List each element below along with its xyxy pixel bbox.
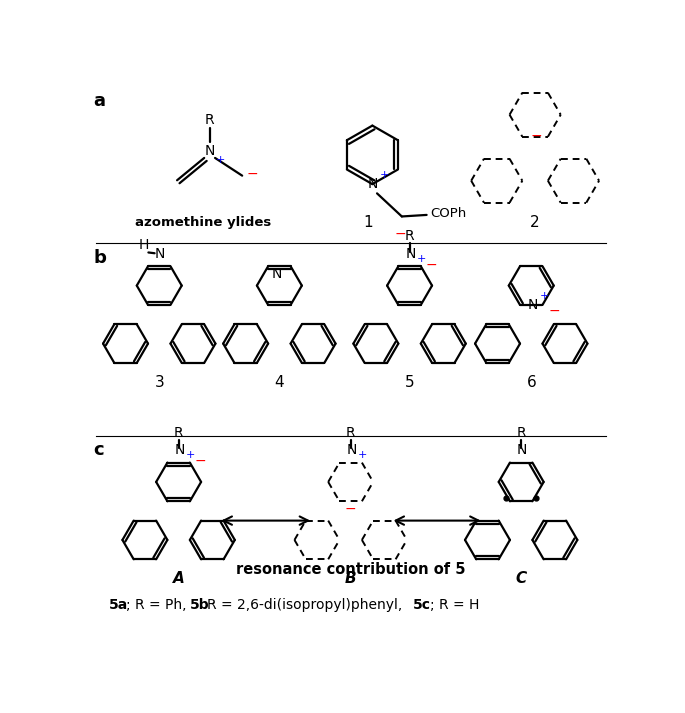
Text: −: − [345, 502, 356, 516]
Text: 4: 4 [275, 375, 284, 390]
Text: ; R = H: ; R = H [429, 598, 479, 612]
Text: 3: 3 [154, 375, 164, 390]
Text: +: + [416, 254, 426, 264]
Text: a: a [93, 92, 105, 110]
Text: N: N [346, 443, 357, 457]
Text: 5b: 5b [190, 598, 210, 612]
Text: −: − [247, 167, 258, 181]
Text: −: − [195, 454, 206, 468]
Text: +: + [358, 450, 367, 460]
Text: −: − [395, 227, 406, 240]
Text: R: R [346, 426, 356, 440]
Text: R: R [405, 230, 414, 243]
Text: N: N [204, 144, 215, 158]
Text: N: N [405, 247, 416, 261]
Text: B: B [345, 571, 356, 586]
Text: resonance contribution of 5: resonance contribution of 5 [236, 562, 466, 577]
Text: 5c: 5c [412, 598, 431, 612]
Text: A: A [173, 571, 184, 586]
Text: 1: 1 [364, 215, 373, 230]
Text: +: + [186, 450, 195, 460]
Text: 5a: 5a [109, 598, 128, 612]
Text: +: + [216, 155, 225, 165]
Text: 6: 6 [526, 375, 536, 390]
Text: N: N [367, 177, 377, 191]
Text: N: N [527, 298, 538, 312]
Text: H: H [138, 237, 149, 252]
Text: 2: 2 [530, 215, 540, 230]
Text: −: − [425, 258, 437, 272]
Text: b: b [93, 249, 106, 267]
Text: R: R [516, 426, 526, 440]
Text: N: N [516, 443, 527, 457]
Text: N: N [155, 247, 165, 261]
Text: azomethine ylides: azomethine ylides [136, 216, 271, 229]
Text: R = 2,6-di(isopropyl)phenyl,: R = 2,6-di(isopropyl)phenyl, [208, 598, 403, 612]
Text: N: N [174, 443, 184, 457]
Text: c: c [93, 441, 104, 459]
Text: COPh: COPh [430, 207, 466, 220]
Text: R: R [174, 426, 184, 440]
Text: +: + [540, 291, 549, 301]
Text: ; R = Ph,: ; R = Ph, [126, 598, 186, 612]
Text: −: − [549, 304, 560, 318]
Text: N: N [272, 267, 282, 281]
Text: −: − [530, 128, 542, 143]
Text: C: C [516, 571, 527, 586]
Text: R: R [205, 113, 214, 127]
Text: +: + [380, 170, 390, 180]
Text: 5: 5 [405, 375, 414, 390]
